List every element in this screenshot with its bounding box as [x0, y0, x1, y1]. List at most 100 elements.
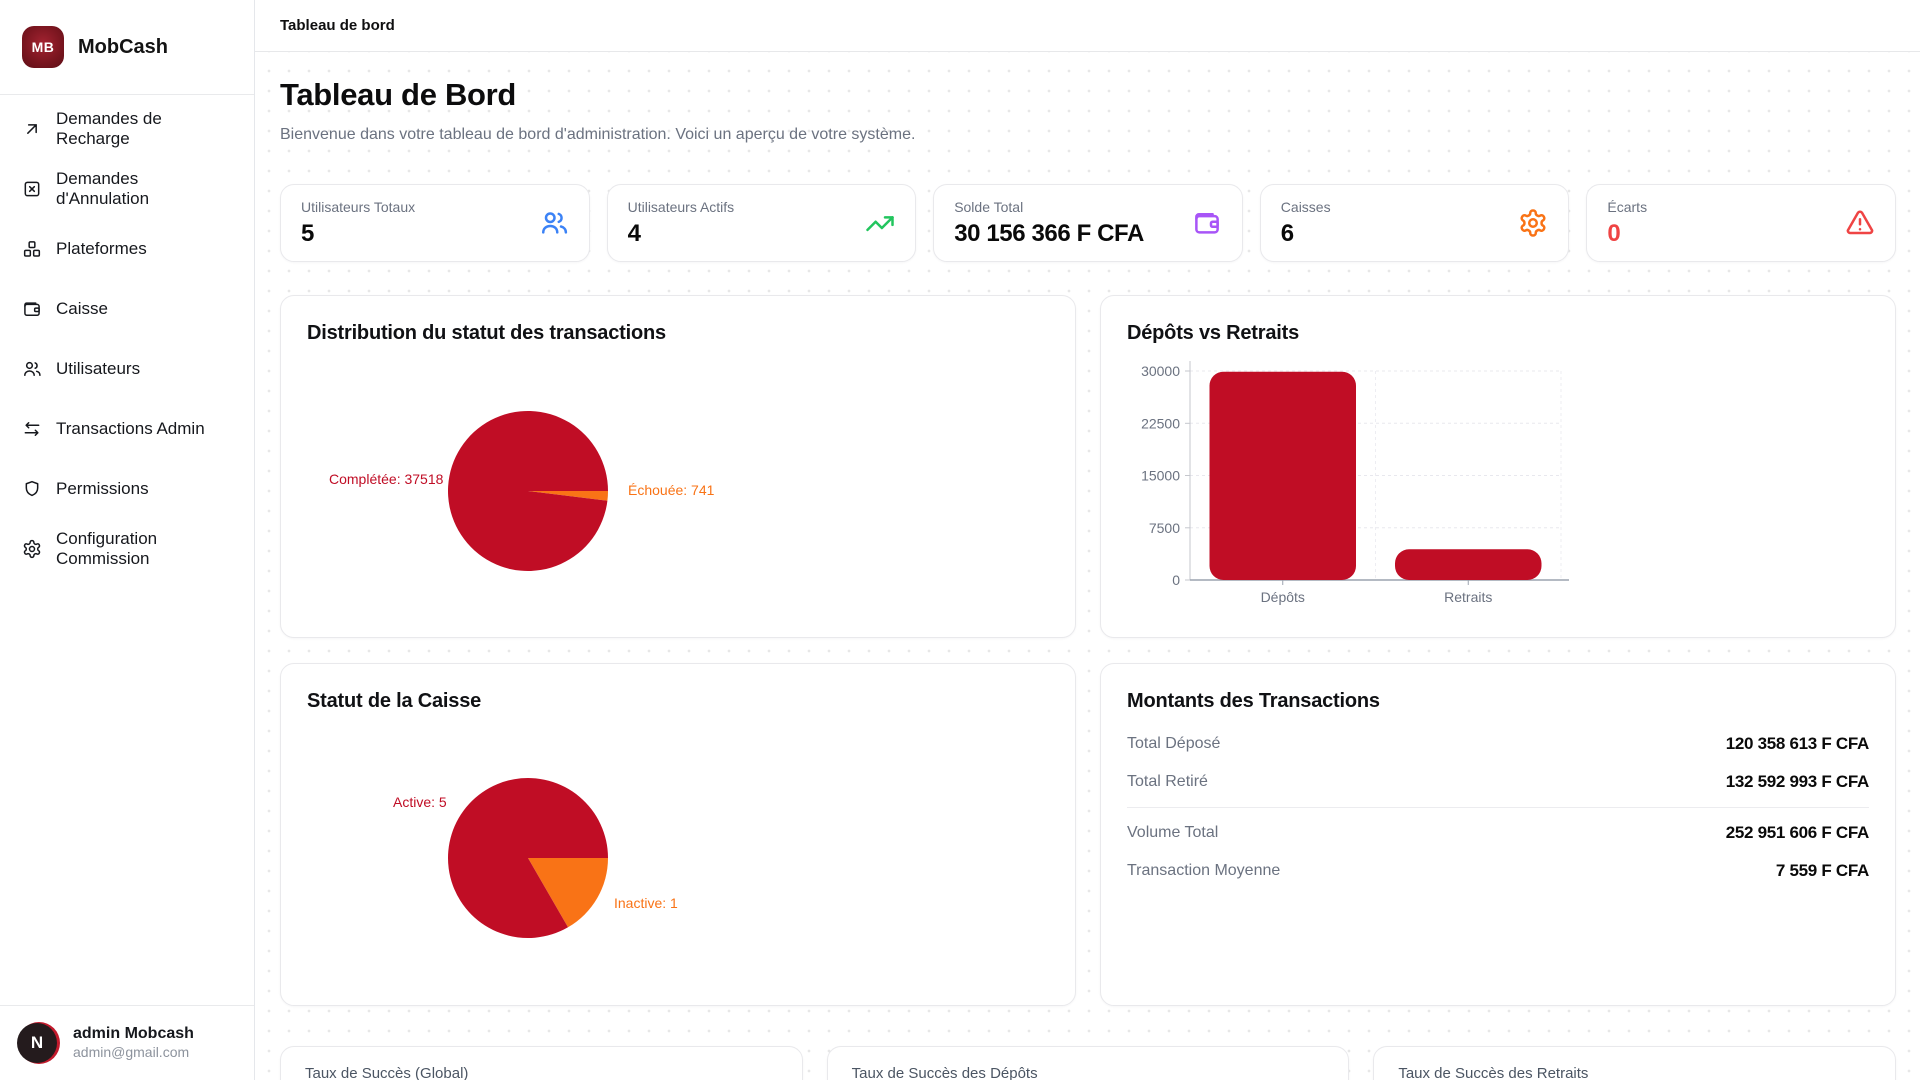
svg-text:7500: 7500: [1149, 520, 1180, 536]
panel-taux-succes-depots: Taux de Succès des Dépôts: [826, 1046, 1350, 1080]
amount-label: Total Déposé: [1127, 735, 1221, 752]
stat-card-utilisateurs-totaux: Utilisateurs Totaux 5: [280, 184, 590, 262]
brand-name: MobCash: [78, 35, 168, 58]
panel-taux-succes-global: Taux de Succès (Global): [280, 1046, 803, 1080]
breadcrumb: Tableau de bord: [280, 17, 395, 34]
stat-label: Écarts: [1607, 198, 1648, 215]
sidebar-item-permissions[interactable]: Permissions: [0, 459, 254, 519]
wallet-icon: [1194, 213, 1219, 234]
topbar: Tableau de bord: [255, 0, 1920, 52]
dashboard-content: Tableau de Bord Bienvenue dans votre tab…: [255, 52, 1920, 1080]
svg-text:22500: 22500: [1141, 415, 1180, 431]
gear-icon: [23, 539, 41, 559]
pie-label-echouee: Échouée: 741: [628, 482, 715, 498]
user-email: admin@gmail.com: [73, 1044, 190, 1061]
sidebar-item-label: Demandes de Recharge: [56, 109, 162, 148]
sidebar-item-plateformes[interactable]: Plateformes: [0, 219, 254, 279]
mobcash-logo-icon: MB: [22, 26, 64, 68]
user-profile[interactable]: N admin Mobcash admin@gmail.com: [0, 1005, 254, 1080]
page-title: Tableau de Bord: [280, 77, 517, 112]
user-name: admin Mobcash: [73, 1025, 194, 1043]
svg-text:0: 0: [1172, 572, 1180, 588]
svg-text:30000: 30000: [1141, 363, 1180, 379]
panel-depots-vs-retraits: Dépôts vs Retraits 0 7500 15000 22500 30000 D…: [1100, 295, 1896, 638]
svg-text:Retraits: Retraits: [1444, 589, 1492, 605]
panel-montants-transactions: Montants des Transactions Total Déposé 1…: [1100, 663, 1896, 1006]
user-avatar: N: [17, 1022, 60, 1064]
transactions-status-pie-chart: [448, 411, 608, 572]
panel-statut-caisse: Statut de la Caisse Active: 5 Inactive: …: [280, 663, 1076, 1006]
sidebar-item-label: Plateformes: [56, 239, 147, 258]
panel-distribution-statut-transactions: Distribution du statut des transactions …: [280, 295, 1076, 638]
pie-label-inactive: Inactive: 1: [614, 895, 678, 911]
avatar-initial: N: [17, 1023, 57, 1063]
stat-card-caisses: Caisses 6: [1259, 184, 1570, 262]
amount-label: Volume Total: [1127, 824, 1219, 841]
users-icon: [24, 361, 41, 376]
stat-value: 30 156 366 F CFA: [954, 219, 1144, 247]
pie-label-active: Active: 5: [393, 794, 447, 810]
gear-icon: [1520, 209, 1546, 237]
amount-row-transaction-moyenne: Transaction Moyenne 7 559 F CFA: [1127, 852, 1869, 890]
divider: [1127, 807, 1869, 808]
main-area: Tableau de bord Tableau de Bord Bienvenu…: [255, 0, 1920, 1080]
amount-value: 7 559 F CFA: [1775, 861, 1869, 880]
sidebar-item-transactions-admin[interactable]: Transactions Admin: [0, 399, 254, 459]
brand[interactable]: MB MobCash: [0, 0, 254, 95]
sidebar-item-label: Demandes d'Annulation: [56, 169, 150, 208]
charts-row-1: Distribution du statut des transactions …: [280, 295, 1896, 638]
amount-label: Transaction Moyenne: [1127, 862, 1281, 879]
wallet-icon: [24, 302, 40, 316]
amount-label: Total Retiré: [1127, 773, 1208, 790]
boxes-icon: [23, 241, 41, 257]
sidebar-item-configuration-commission[interactable]: Configuration Commission: [0, 519, 254, 579]
users-icon: [541, 212, 567, 234]
svg-text:Dépôts: Dépôts: [1261, 589, 1305, 605]
amount-value: 252 951 606 F CFA: [1725, 823, 1870, 842]
amount-value: 132 592 993 F CFA: [1725, 772, 1870, 791]
sidebar: MB MobCash Demandes de Recharge Demandes…: [0, 0, 255, 1080]
stat-card-ecarts: Écarts 0: [1586, 184, 1896, 262]
transfer-icon: [24, 422, 40, 436]
panel-taux-succes-retraits: Taux de Succès des Retraits: [1373, 1046, 1896, 1080]
sidebar-item-demandes-recharge[interactable]: Demandes de Recharge: [0, 99, 254, 159]
stats-row: Utilisateurs Totaux 5 Utilisateurs Actif…: [280, 184, 1896, 262]
stat-label: Utilisateurs Totaux: [301, 198, 416, 215]
trending-up-icon: [866, 216, 894, 232]
panel-title: Taux de Succès (Global): [305, 1065, 469, 1080]
arrow-up-right-icon: [27, 124, 37, 134]
alert-triangle-icon: [1846, 210, 1874, 235]
stat-value: 4: [627, 219, 641, 247]
stat-value: 0: [1607, 219, 1621, 247]
stat-label: Utilisateurs Actifs: [627, 198, 735, 215]
sidebar-item-label: Caisse: [56, 299, 108, 318]
sidebar-item-label: Configuration Commission: [56, 529, 158, 568]
bottom-cards-row: Taux de Succès (Global) Taux de Succès d…: [280, 1046, 1896, 1080]
panel-title: Distribution du statut des transactions: [307, 322, 666, 344]
depots-retraits-bar-chart: 0 7500 15000 22500 30000 Dépôts Retraits: [1141, 361, 1569, 605]
stat-value: 5: [301, 219, 314, 247]
panel-title: Taux de Succès des Retraits: [1398, 1065, 1589, 1080]
panel-title: Taux de Succès des Dépôts: [851, 1065, 1038, 1080]
sidebar-item-label: Permissions: [56, 479, 149, 498]
amount-row-volume-total: Volume Total 252 951 606 F CFA: [1127, 814, 1869, 852]
svg-text:15000: 15000: [1141, 468, 1180, 484]
sidebar-item-label: Transactions Admin: [56, 419, 205, 438]
amount-value: 120 358 613 F CFA: [1725, 734, 1870, 753]
sidebar-item-label: Utilisateurs: [56, 359, 141, 378]
stat-card-solde-total: Solde Total 30 156 366 F CFA: [933, 184, 1243, 262]
sidebar-item-caisse[interactable]: Caisse: [0, 279, 254, 339]
page-subtitle: Bienvenue dans votre tableau de bord d'a…: [280, 126, 916, 143]
stat-value: 6: [1280, 219, 1294, 247]
panel-title: Statut de la Caisse: [307, 690, 482, 712]
amount-row-total-depose: Total Déposé 120 358 613 F CFA: [1127, 725, 1869, 763]
sidebar-item-utilisateurs[interactable]: Utilisateurs: [0, 339, 254, 399]
stat-label: Solde Total: [954, 198, 1024, 215]
pie-label-completee: Complétée: 37518: [329, 471, 444, 487]
sidebar-item-demandes-annulation[interactable]: Demandes d'Annulation: [0, 159, 254, 219]
amount-row-total-retire: Total Retiré 132 592 993 F CFA: [1127, 763, 1869, 801]
stat-label: Caisses: [1280, 198, 1331, 215]
charts-row-2: Statut de la Caisse Active: 5 Inactive: …: [280, 663, 1896, 1006]
stat-card-utilisateurs-actifs: Utilisateurs Actifs 4: [606, 184, 917, 262]
panel-title: Montants des Transactions: [1127, 690, 1380, 712]
